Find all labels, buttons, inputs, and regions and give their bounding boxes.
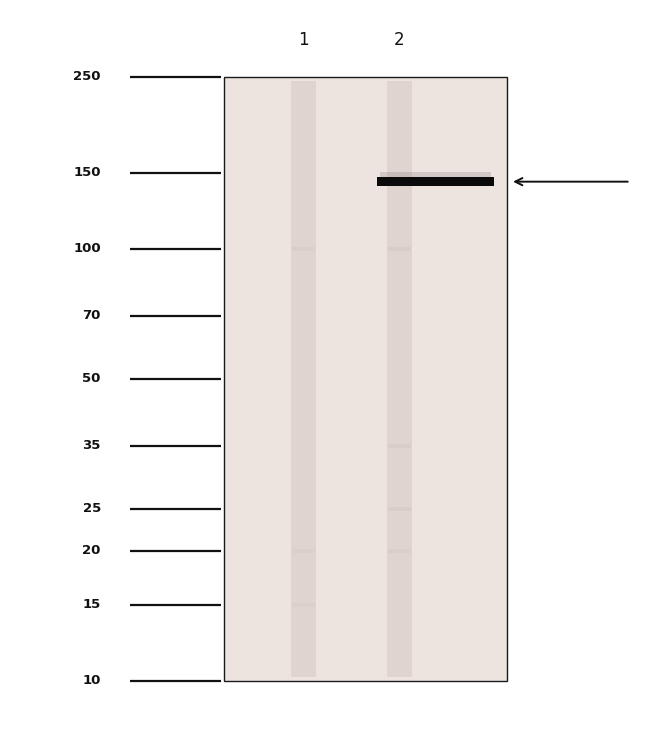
Text: 10: 10 [83, 674, 101, 687]
Bar [388, 247, 411, 251]
Bar [292, 603, 315, 607]
Text: 100: 100 [73, 242, 101, 255]
Text: 35: 35 [83, 439, 101, 452]
Bar [388, 507, 411, 511]
Bar [377, 177, 494, 187]
Text: 1: 1 [298, 31, 309, 49]
Bar [224, 77, 507, 681]
Text: 250: 250 [73, 70, 101, 83]
Bar [388, 549, 411, 553]
Text: 150: 150 [73, 166, 101, 179]
Bar [380, 172, 491, 177]
Bar [388, 444, 411, 448]
Text: 50: 50 [83, 373, 101, 385]
Text: 70: 70 [83, 309, 101, 322]
Text: 2: 2 [395, 31, 405, 49]
Text: 15: 15 [83, 598, 101, 611]
Bar [292, 549, 315, 553]
Text: 25: 25 [83, 502, 101, 515]
Bar [292, 247, 315, 251]
Text: 20: 20 [83, 544, 101, 557]
Bar [387, 81, 412, 677]
Bar [291, 81, 316, 677]
